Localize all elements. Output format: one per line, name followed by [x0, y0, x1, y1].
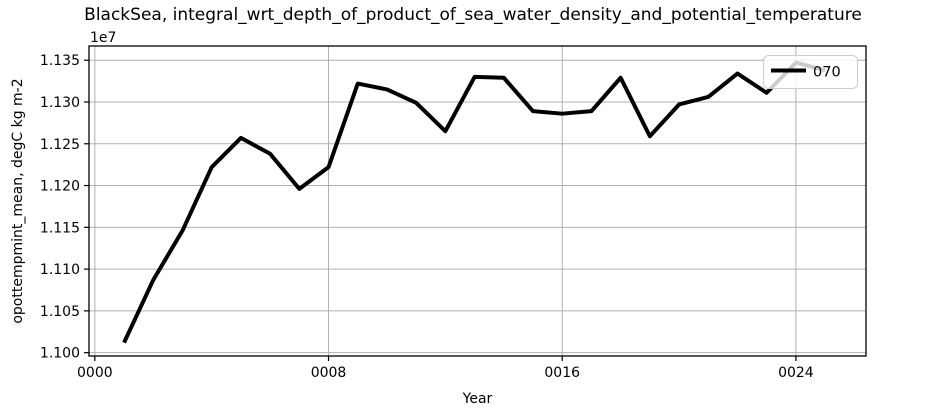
- y-tick-label: 1.120: [40, 179, 80, 195]
- data-line-070: [122, 60, 826, 344]
- y-tick-label: 1.105: [40, 304, 80, 320]
- y-tick-label: 1.115: [40, 220, 80, 236]
- x-tick-label: 0008: [311, 365, 347, 381]
- legend-box: [763, 55, 858, 89]
- chart-title: BlackSea, integral_wrt_depth_of_product_…: [84, 5, 862, 25]
- plot-border: [88, 45, 867, 357]
- x-tick-label: 0024: [778, 365, 814, 381]
- y-tick-label: 1.110: [40, 262, 80, 278]
- y-tick-label: 1.125: [40, 137, 80, 153]
- y-tick-label: 1.130: [40, 95, 80, 111]
- axis-offset-text: 1e7: [90, 30, 116, 46]
- y-tick-label: 1.100: [40, 346, 80, 362]
- x-tick-label: 0000: [77, 365, 113, 381]
- legend: 070: [763, 55, 858, 89]
- x-tick-label: 0016: [544, 365, 580, 381]
- legend-label: 070: [813, 65, 841, 81]
- y-axis-label: opottempmint_mean, degC kg m-2: [10, 78, 26, 323]
- x-axis-label: Year: [462, 391, 493, 407]
- y-tick-label: 1.135: [40, 53, 80, 69]
